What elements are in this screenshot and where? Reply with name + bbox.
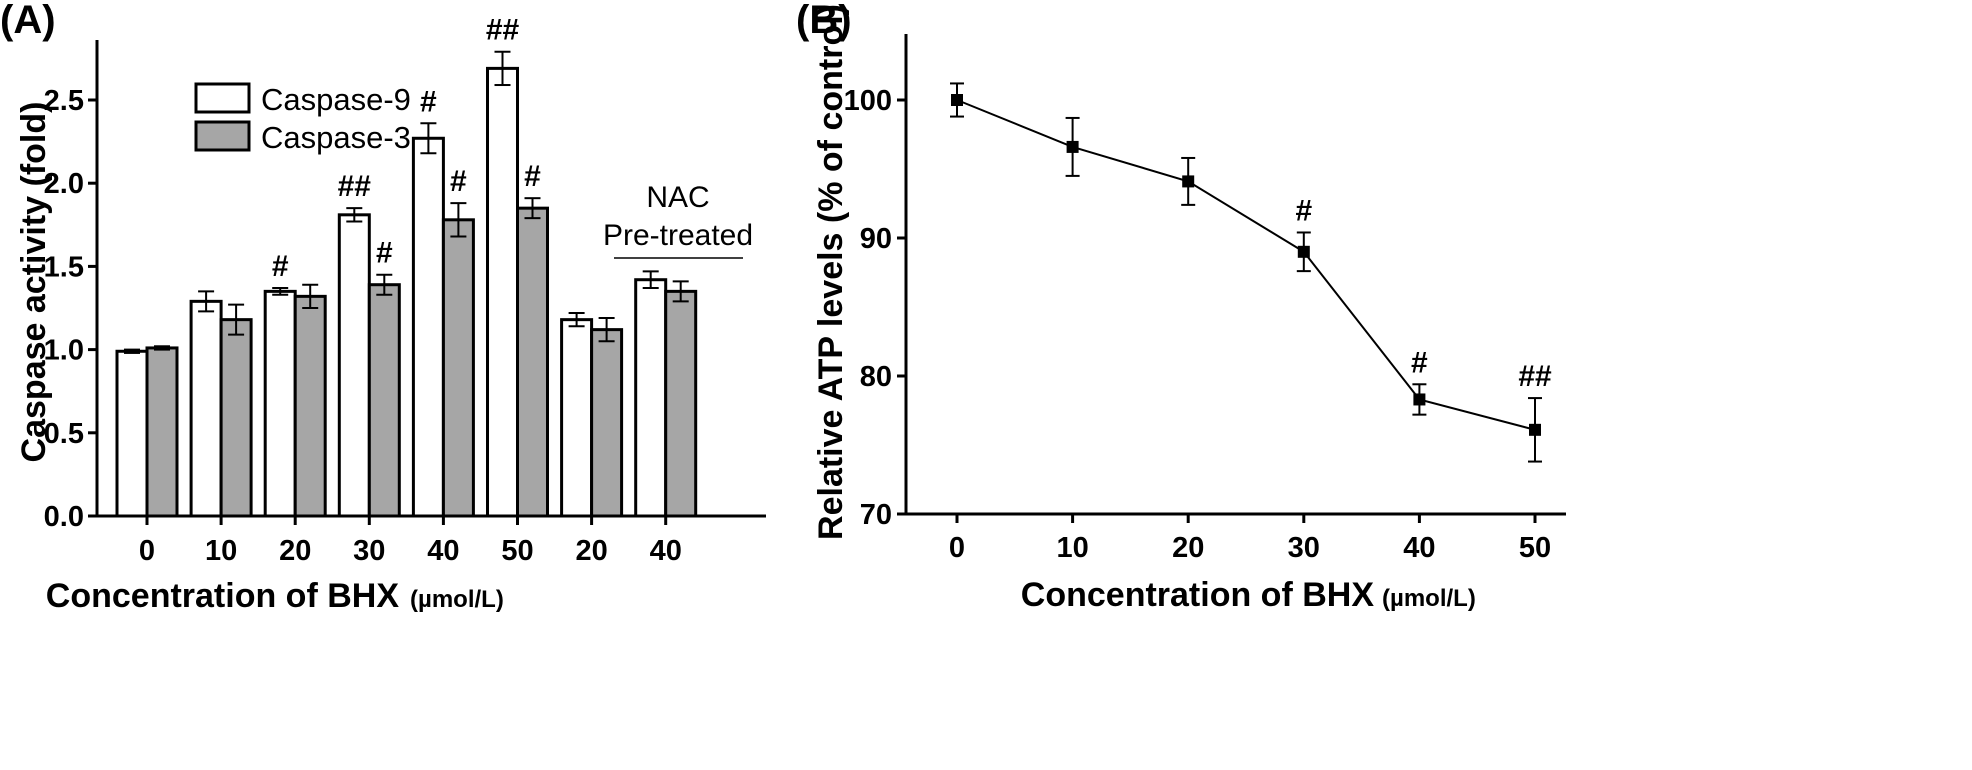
data-point-marker [1066,140,1079,153]
data-point-marker [1529,423,1541,436]
bar-caspase-9-2 [263,289,297,518]
atp-series-line [956,99,1536,431]
y-tick-label: 0.5 [44,418,84,450]
bar-caspase-3-3 [367,283,401,518]
x-tick-label: 40 [650,535,682,567]
data-point-marker [1297,245,1310,258]
panel-a-legend: Caspase-9 Caspase-3 [194,82,411,155]
data-point-marker [951,94,963,106]
significance-mark: # [420,85,437,118]
bar-caspase-9-0 [115,349,149,518]
y-tick-label: 90 [860,223,892,255]
x-tick-label: 10 [205,535,237,567]
panel-b-series [950,82,1542,463]
x-tick-label: 10 [1056,532,1088,564]
nac-pretreated-annotation: NAC Pre-treated [603,181,753,259]
bar-caspase-3-6 [590,328,624,518]
x-tick-label: 30 [353,535,385,567]
pretreated-label: Pre-treated [603,219,753,252]
x-tick-label: 0 [139,535,155,567]
panel-a-x-ticks: 0 10 20 30 40 50 20 40 [139,516,682,567]
bar-caspase-9-6 [560,318,594,518]
panel-b-x-ticks: 0 10 20 30 40 50 [949,514,1551,564]
panel-a-y-axis-title: Caspase activity (fold) [15,102,53,463]
legend-swatch-caspase-9 [194,82,251,114]
significance-mark: ## [486,14,520,47]
y-tick-label: 1.5 [44,251,84,283]
x-tick-label: 20 [1172,532,1204,564]
data-point-marker [1413,393,1426,406]
x-tick-label: 50 [501,535,533,567]
panel-a-label: (A) [0,0,56,42]
panel-a-x-axis-unit: (µmol/L) [410,586,504,613]
panel-a-y-ticks: 0.0 0.5 1.0 1.5 2.0 2.5 [44,85,97,533]
y-tick-label: 100 [844,85,892,117]
x-tick-label: 0 [949,532,965,564]
significance-mark: # [272,250,289,283]
y-tick-label: 0.0 [44,501,84,533]
panel-a-error-bars [124,50,689,354]
significance-mark: # [450,165,467,198]
panel-a-bars [115,66,698,518]
bar-caspase-9-3 [337,213,371,518]
significance-mark: ## [338,170,372,203]
panel-a-significance-marks: ######### [272,14,541,283]
panel-a-x-axis-title: Concentration of BHX [46,577,400,615]
bar-caspase-3-7 [664,289,698,518]
panel-b-significance-marks: ## ## [1295,194,1552,393]
panel-b-y-axis-title: Relative ATP levels (% of control) [812,4,850,540]
x-tick-label: 50 [1519,532,1551,564]
x-tick-label: 40 [427,535,459,567]
significance-mark: # [1411,346,1428,379]
panel-b-label: (B) [796,0,852,42]
x-tick-label: 30 [1288,532,1320,564]
significance-mark: # [376,237,393,270]
significance-mark: # [524,160,541,193]
data-point-marker [1182,175,1195,188]
bar-caspase-9-1 [189,299,223,518]
y-tick-label: 70 [860,499,892,531]
bar-caspase-3-1 [219,318,253,518]
x-tick-label: 20 [279,535,311,567]
bar-caspase-9-5 [486,66,519,518]
legend-label-caspase-3: Caspase-3 [261,120,411,155]
panel-a-caspase-bar-chart: (A) 0.00.51.01.52.02.5 ######### 0 10 20 30… [0,0,766,615]
significance-mark: # [1295,194,1312,227]
y-tick-label: 80 [860,361,892,393]
panel-b-x-axis-title: Concentration of BHX [1021,576,1375,614]
panel-b-x-axis-unit: (µmol/L) [1382,585,1476,612]
x-tick-label: 20 [575,535,607,567]
bar-caspase-3-4 [441,218,475,518]
panel-b-y-ticks: 70 80 90 100 [844,85,906,531]
bar-caspase-3-0 [145,346,179,518]
bar-caspase-3-5 [516,206,549,518]
x-tick-label: 40 [1403,532,1435,564]
bar-caspase-9-7 [634,278,668,518]
legend-label-caspase-9: Caspase-9 [261,82,411,117]
legend-swatch-caspase-3 [194,120,251,152]
y-tick-label: 2.0 [44,168,84,200]
y-tick-label: 2.5 [44,85,84,117]
bar-caspase-3-2 [293,294,327,518]
bar-caspase-9-4 [411,136,445,518]
y-tick-label: 1.0 [44,335,84,367]
significance-mark: ## [1518,360,1552,393]
nac-label: NAC [646,181,709,214]
